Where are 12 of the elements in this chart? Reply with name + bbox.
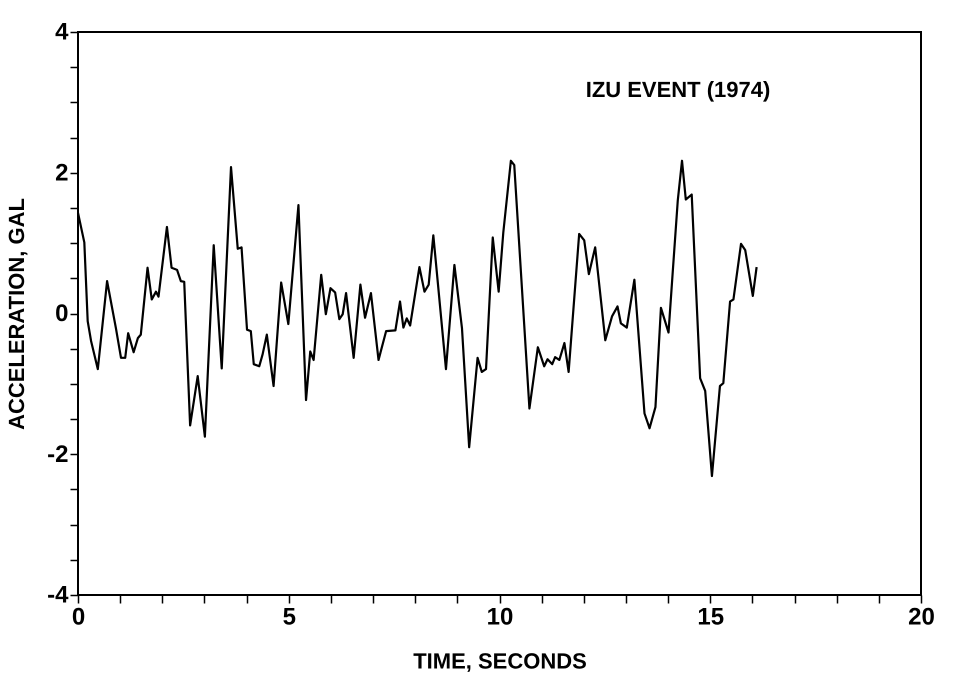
text: IZU EVENT (1974) bbox=[586, 77, 770, 102]
y-tick-label: -4 bbox=[47, 582, 70, 608]
x-tick-label: 20 bbox=[908, 604, 935, 630]
y-axis-title: ACCELERATION, GAL bbox=[4, 198, 30, 430]
y-tick-label: 4 bbox=[55, 18, 70, 46]
y-tick-label: 0 bbox=[55, 300, 68, 327]
x-axis-title: TIME, SECONDS bbox=[413, 648, 587, 674]
x-tick-label: 5 bbox=[282, 604, 296, 630]
y-tick-label: -2 bbox=[47, 440, 68, 468]
y-tick-label: 2 bbox=[55, 159, 68, 186]
x-tick-label: 15 bbox=[697, 604, 724, 630]
x-tick-label: 10 bbox=[486, 604, 514, 630]
